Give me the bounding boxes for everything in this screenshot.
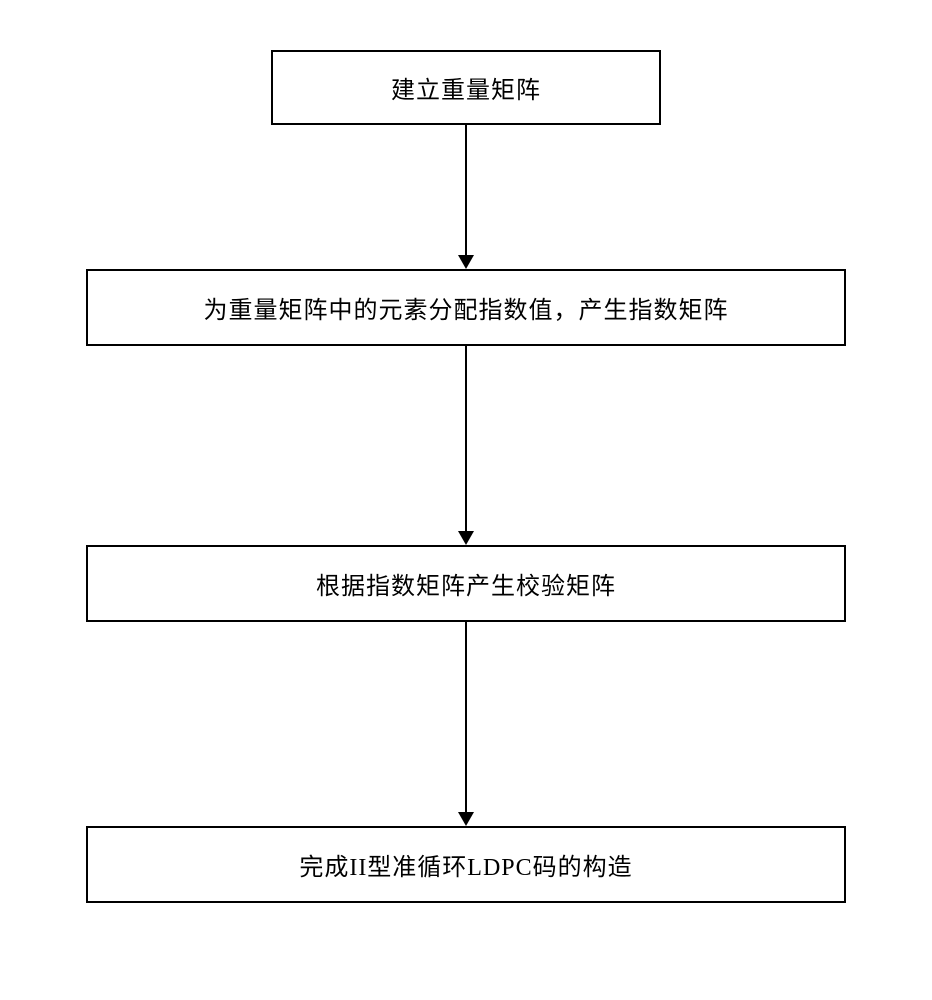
step-2-label: 为重量矩阵中的元素分配指数值，产生指数矩阵 [204,290,729,325]
arrow-line-2 [465,346,467,531]
step-3-label: 根据指数矩阵产生校验矩阵 [316,566,616,601]
arrow-head-2 [458,531,474,545]
step-1-label: 建立重量矩阵 [391,70,541,105]
flowchart-container: 建立重量矩阵 为重量矩阵中的元素分配指数值，产生指数矩阵 根据指数矩阵产生校验矩… [86,50,846,903]
flowchart-step-1: 建立重量矩阵 [271,50,661,125]
arrow-line-1 [465,125,467,255]
arrow-3 [458,622,474,826]
flowchart-step-3: 根据指数矩阵产生校验矩阵 [86,545,846,622]
arrow-head-3 [458,812,474,826]
arrow-1 [458,125,474,269]
arrow-head-1 [458,255,474,269]
step-4-label: 完成II型准循环LDPC码的构造 [299,847,632,882]
arrow-2 [458,346,474,545]
arrow-line-3 [465,622,467,812]
flowchart-step-2: 为重量矩阵中的元素分配指数值，产生指数矩阵 [86,269,846,346]
flowchart-step-4: 完成II型准循环LDPC码的构造 [86,826,846,903]
